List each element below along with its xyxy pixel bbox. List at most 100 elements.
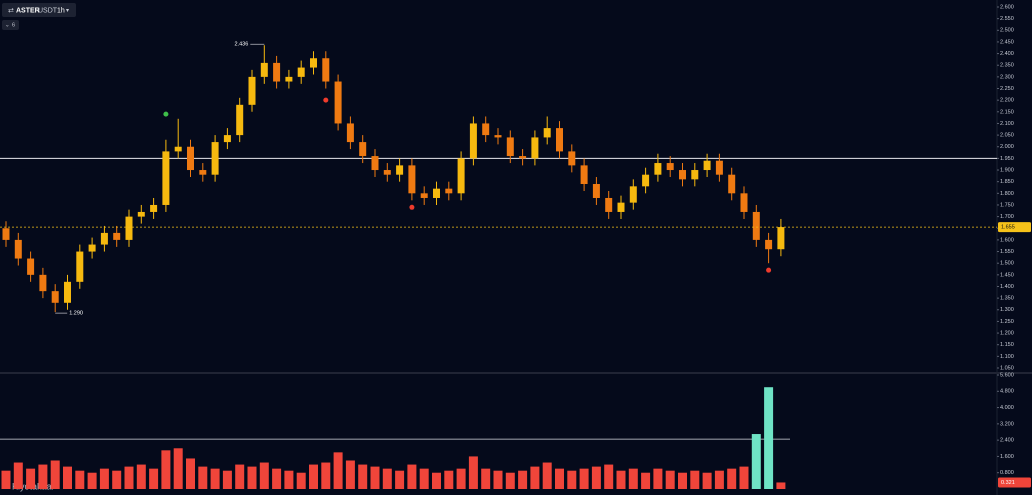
y-tick-label: 2.000 <box>1000 144 1014 150</box>
symbol: ASTER <box>16 7 40 14</box>
volume-bar <box>739 466 749 489</box>
candle-body <box>260 62 268 77</box>
candle-body <box>2 228 10 240</box>
candle-body <box>396 165 404 175</box>
volume-bar <box>555 468 564 489</box>
volume-bar <box>333 452 343 489</box>
y-tick-label: 2.350 <box>1000 63 1014 69</box>
y-tick-label: 1.500 <box>1000 261 1014 267</box>
y-tick-label: 3.200 <box>1000 421 1014 427</box>
y-tick-label: 1.150 <box>1000 342 1014 348</box>
y-tick-label: 2.150 <box>1000 109 1014 115</box>
volume-bar <box>38 464 48 489</box>
volume-bar <box>419 468 429 489</box>
y-tick-label: 2.400 <box>1000 51 1014 57</box>
volume-bar <box>321 462 331 489</box>
volume-bar <box>764 387 774 489</box>
y-tick-label: 1.600 <box>1000 237 1014 243</box>
candle-body <box>100 232 108 245</box>
candle-body <box>482 123 490 136</box>
candle-body <box>506 137 514 157</box>
volume-bar <box>702 472 712 489</box>
indicator-box[interactable] <box>2 20 19 30</box>
volume-bar <box>149 468 159 489</box>
y-tick-label: 1.400 <box>1000 284 1014 290</box>
y-tick-label: 1.300 <box>1000 307 1014 313</box>
candle-body <box>371 156 379 171</box>
high-label: 2.436 <box>235 42 249 48</box>
candle-body <box>285 76 293 82</box>
volume-bar <box>530 466 540 489</box>
y-tick-label: 2.200 <box>1000 98 1014 104</box>
volume-bar <box>247 466 257 489</box>
candle-body <box>580 165 588 185</box>
volume-bar <box>13 462 23 489</box>
candle-body <box>691 170 699 180</box>
indicator-count: 6 <box>12 22 15 28</box>
candle-body <box>223 135 231 143</box>
y-tick-label: 1.900 <box>1000 167 1014 173</box>
candle-body <box>752 211 760 240</box>
volume-bar <box>87 472 97 489</box>
quote: USDT <box>38 7 58 14</box>
candle-body <box>137 211 145 217</box>
volume-bar <box>259 462 269 489</box>
volume-bar <box>776 482 786 489</box>
y-tick-label: 2.050 <box>1000 133 1014 139</box>
candle-body <box>27 258 35 275</box>
volume-bar <box>628 468 638 489</box>
y-tick-label: 2.550 <box>1000 16 1014 22</box>
y-tick-label: 1.100 <box>1000 354 1014 360</box>
volume-bar <box>505 472 515 489</box>
candle-body <box>445 188 453 194</box>
candle-body <box>14 239 22 259</box>
candle-body <box>494 135 502 138</box>
volume-bar <box>26 468 36 489</box>
volume-bar <box>75 470 85 489</box>
y-tick-label: 2.250 <box>1000 86 1014 92</box>
volume-bar <box>444 470 454 489</box>
candle-body <box>420 193 428 198</box>
signal-marker <box>409 204 415 210</box>
signal-marker <box>163 111 169 117</box>
volume-bar <box>63 466 72 489</box>
candle-body <box>457 158 465 194</box>
candle-body <box>322 58 330 82</box>
y-tick-label: 1.050 <box>1000 365 1014 371</box>
volume-bar <box>456 468 466 489</box>
volume-bar <box>198 466 208 489</box>
candle-body <box>199 170 207 175</box>
volume-bar <box>751 434 761 489</box>
volume-bar <box>591 466 601 489</box>
candle-body <box>740 193 748 212</box>
volume-tag-label: 0.321 <box>1001 480 1015 486</box>
volume-bar <box>309 464 318 489</box>
y-tick-label: 1.950 <box>1000 156 1014 162</box>
candle-body <box>187 146 194 171</box>
volume-bar <box>358 464 368 489</box>
symbol-box[interactable] <box>2 3 76 17</box>
price-tag-label: 1.655 <box>1001 225 1015 231</box>
candle-body <box>211 142 219 175</box>
volume-bar <box>727 468 737 489</box>
volume-bar <box>567 470 577 489</box>
volume-bar <box>493 470 503 489</box>
candle-body <box>51 291 59 303</box>
candle-body <box>543 128 551 138</box>
candle-body <box>765 239 773 250</box>
volume-bar <box>468 456 478 489</box>
volume-bar <box>542 462 552 489</box>
signal-marker <box>766 267 772 273</box>
candle-body <box>666 163 674 171</box>
interval[interactable]: 1h <box>57 7 65 14</box>
volume-bar <box>296 472 306 489</box>
volume-bar <box>432 472 441 489</box>
volume-bar <box>641 472 651 489</box>
candle-body <box>248 76 256 105</box>
candle-body <box>76 251 84 282</box>
candle-body <box>679 170 686 180</box>
interval-caret: ▾ <box>66 8 69 14</box>
volume-bar <box>345 460 355 489</box>
volume-bar <box>665 470 675 489</box>
volume-bar <box>395 470 405 489</box>
